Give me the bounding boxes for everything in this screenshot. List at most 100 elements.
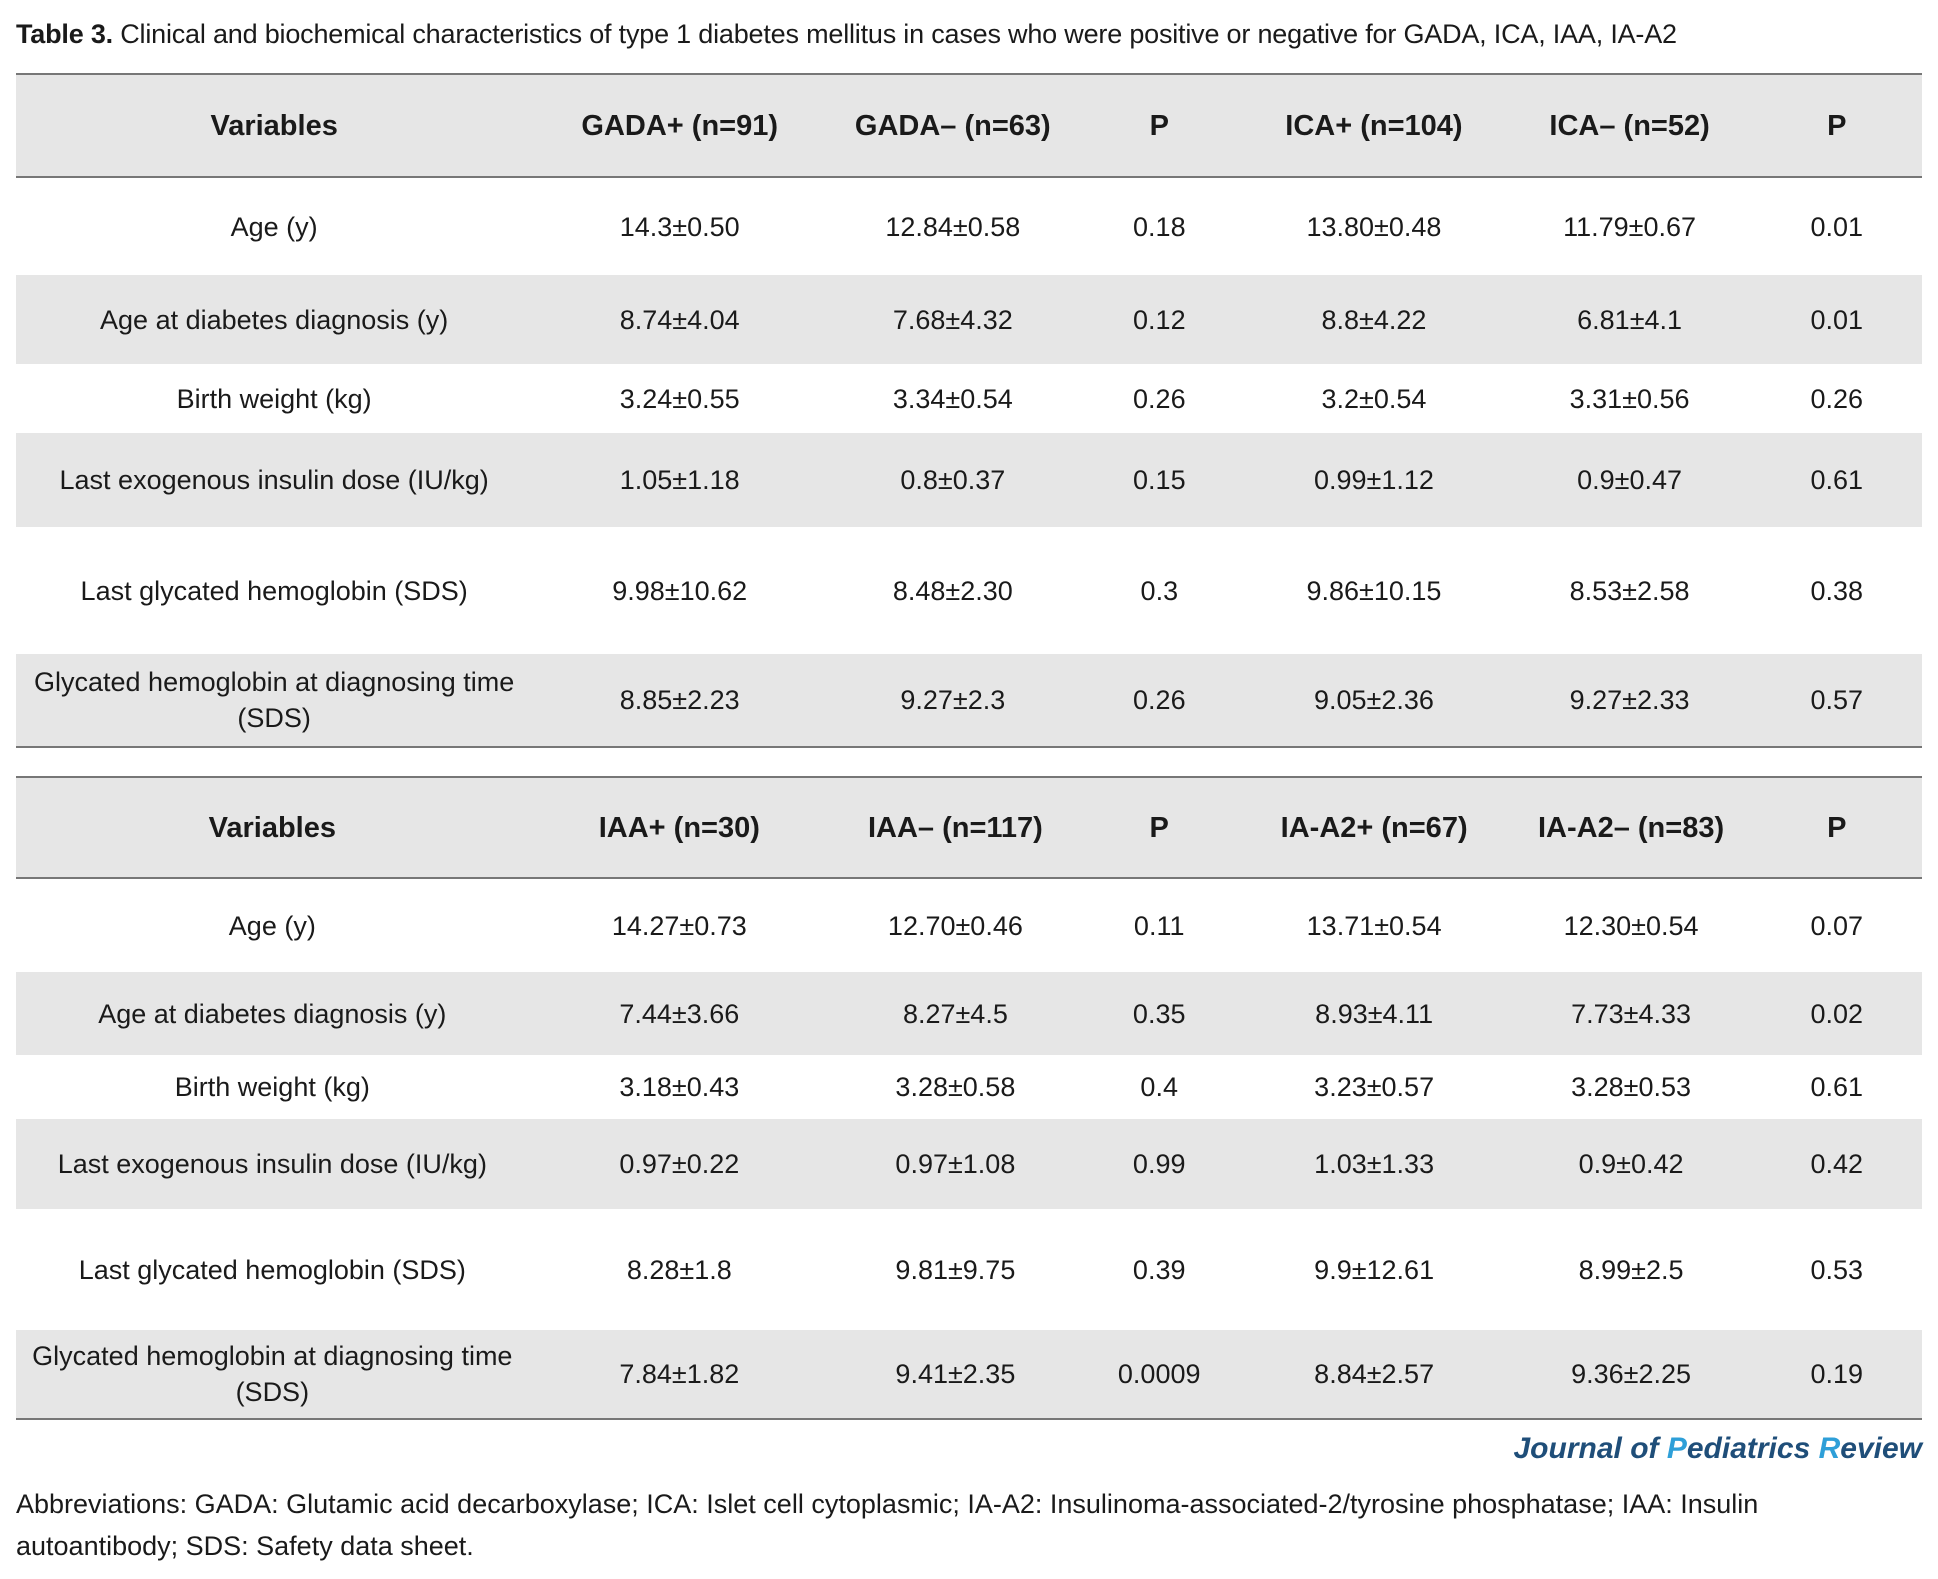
table-cell: 0.02 <box>1810 998 1864 1029</box>
table-cell: 0.11 <box>1133 910 1185 941</box>
table-cell: 14.3±0.50 <box>619 211 740 242</box>
table-cell: 3.28±0.58 <box>895 1072 1016 1102</box>
row-label: Birth weight (kg) <box>174 1072 370 1102</box>
table-cell: 9.81±9.75 <box>895 1254 1016 1285</box>
row-label: Last exogenous insulin dose (IU/kg) <box>59 465 489 495</box>
row-label: Glycated hemoglobin at diagnosing time (… <box>32 1341 513 1407</box>
table-cell: 12.84±0.58 <box>885 211 1021 242</box>
table-cell: 3.2±0.54 <box>1321 383 1427 414</box>
column-header: GADA– (n=63) <box>854 109 1051 142</box>
column-header: GADA+ (n=91) <box>581 109 779 142</box>
table-cell: 1.05±1.18 <box>619 465 740 495</box>
table-row: Glycated hemoglobin at diagnosing time (… <box>16 654 1922 747</box>
iaa-ia-a2-table: Variables IAA+ (n=30) IAA– (n=117) P IA-… <box>16 776 1922 1420</box>
table-cell: 13.80±0.48 <box>1306 211 1442 242</box>
table-cell: 0.26 <box>1133 685 1186 715</box>
table-row: Birth weight (kg) 3.18±0.43 3.28±0.58 0.… <box>16 1055 1922 1119</box>
table-cell: 0.99±1.12 <box>1313 465 1434 495</box>
table-cell: 0.57 <box>1810 685 1864 715</box>
table-cell: 9.86±10.15 <box>1306 575 1442 606</box>
table-row: Age (y) 14.3±0.50 12.84±0.58 0.18 13.80±… <box>16 177 1922 275</box>
column-header: IAA– (n=117) <box>867 811 1043 844</box>
column-header: ICA– (n=52) <box>1549 109 1710 142</box>
column-header: P <box>1149 109 1169 142</box>
table-cell: 0.39 <box>1132 1254 1186 1285</box>
table-cell: 0.99 <box>1132 1149 1186 1179</box>
table-cell: 3.28±0.53 <box>1571 1072 1692 1102</box>
row-label: Last glycated hemoglobin (SDS) <box>80 575 468 606</box>
table-cell: 0.9±0.42 <box>1578 1149 1684 1179</box>
table-cell: 13.71±0.54 <box>1306 910 1442 941</box>
table-cell: 6.81±4.1 <box>1577 304 1683 335</box>
table-header-row: Variables IAA+ (n=30) IAA– (n=117) P IA-… <box>16 777 1922 878</box>
table-cell: 7.73±4.33 <box>1571 998 1692 1029</box>
table-cell: 8.99±2.5 <box>1578 1254 1684 1285</box>
row-label: Age at diabetes diagnosis (y) <box>98 998 447 1029</box>
table-cell: 11.79±0.67 <box>1563 211 1697 242</box>
table-cell: 3.34±0.54 <box>892 383 1013 414</box>
table-cell: 8.53±2.58 <box>1569 575 1690 606</box>
table-cell: 0.26 <box>1810 383 1864 414</box>
table-caption-label: Table 3. <box>16 19 113 49</box>
journal-logo-accent: P <box>1666 1432 1687 1465</box>
table-cell: 12.30±0.54 <box>1563 910 1699 941</box>
table-cell: 0.0009 <box>1117 1359 1201 1389</box>
table-cell: 12.70±0.46 <box>887 910 1023 941</box>
table-row: Last exogenous insulin dose (IU/kg) 0.97… <box>16 1119 1922 1209</box>
gada-ica-table: Variables GADA+ (n=91) GADA– (n=63) P IC… <box>16 73 1922 748</box>
table-row: Age at diabetes diagnosis (y) 7.44±3.66 … <box>16 972 1922 1055</box>
journal-logo-part: Journal of <box>1513 1432 1667 1465</box>
table-cell: 9.9±12.61 <box>1314 1254 1435 1285</box>
table-cell: 0.18 <box>1133 211 1186 242</box>
journal-logo: Journal of Pediatrics Review <box>1514 1432 1923 1466</box>
table-header-row: Variables GADA+ (n=91) GADA– (n=63) P IC… <box>16 74 1922 177</box>
table-row: Age (y) 14.27±0.73 12.70±0.46 0.11 13.71… <box>16 878 1922 972</box>
column-header: Variables <box>210 109 338 142</box>
table-row: Last exogenous insulin dose (IU/kg) 1.05… <box>16 433 1922 527</box>
journal-logo-part: eview <box>1840 1432 1922 1465</box>
table-cell: 8.28±1.8 <box>626 1254 732 1285</box>
table-cell: 7.68±4.32 <box>892 304 1013 335</box>
row-label: Age (y) <box>228 910 316 941</box>
journal-logo-part: ediatrics <box>1686 1432 1819 1465</box>
table-cell: 9.27±2.33 <box>1569 685 1690 715</box>
table-cell: 0.61 <box>1810 1072 1864 1102</box>
table-cell: 9.27±2.3 <box>900 685 1006 715</box>
table-cell: 0.9±0.47 <box>1577 465 1683 495</box>
table-row: Age at diabetes diagnosis (y) 8.74±4.04 … <box>16 275 1922 364</box>
row-label: Glycated hemoglobin at diagnosing time (… <box>34 667 515 733</box>
column-header: P <box>1149 811 1169 844</box>
column-header: IA-A2+ (n=67) <box>1280 811 1468 844</box>
table-cell: 9.36±2.25 <box>1571 1359 1692 1389</box>
table-cell: 9.05±2.36 <box>1313 685 1434 715</box>
table-cell: 3.31±0.56 <box>1569 383 1690 414</box>
table-cell: 7.84±1.82 <box>619 1359 740 1389</box>
table-cell: 0.97±1.08 <box>895 1149 1016 1179</box>
table-cell: 0.19 <box>1810 1359 1864 1389</box>
table-cell: 7.44±3.66 <box>619 998 740 1029</box>
table-cell: 9.41±2.35 <box>895 1359 1016 1389</box>
table-cell: 3.18±0.43 <box>619 1072 740 1102</box>
table-cell: 8.27±4.5 <box>902 998 1008 1029</box>
column-header: IAA+ (n=30) <box>598 811 760 844</box>
table-cell: 1.03±1.33 <box>1314 1149 1435 1179</box>
table-cell: 0.42 <box>1810 1149 1864 1179</box>
table-cell: 0.12 <box>1133 304 1186 335</box>
column-header: P <box>1827 811 1847 844</box>
table-caption: Table 3. Clinical and biochemical charac… <box>16 14 1677 54</box>
abbreviations-footnote: Abbreviations: GADA: Glutamic acid decar… <box>16 1489 1759 1561</box>
table-row: Last glycated hemoglobin (SDS) 9.98±10.6… <box>16 527 1922 654</box>
table-row: Last glycated hemoglobin (SDS) 8.28±1.8 … <box>16 1209 1922 1330</box>
column-header: P <box>1827 109 1847 142</box>
row-label: Age at diabetes diagnosis (y) <box>100 304 449 335</box>
table-cell: 0.53 <box>1810 1254 1864 1285</box>
column-header: IA-A2– (n=83) <box>1537 811 1725 844</box>
table-cell: 0.61 <box>1810 465 1864 495</box>
table-cell: 8.93±4.11 <box>1315 998 1434 1029</box>
table-cell: 0.4 <box>1140 1072 1178 1102</box>
table-cell: 0.01 <box>1810 304 1864 335</box>
journal-logo-accent: R <box>1818 1432 1841 1465</box>
table-cell: 8.74±4.04 <box>619 304 740 335</box>
row-label: Age (y) <box>230 211 318 242</box>
table-caption-text: Clinical and biochemical characteristics… <box>112 19 1677 49</box>
